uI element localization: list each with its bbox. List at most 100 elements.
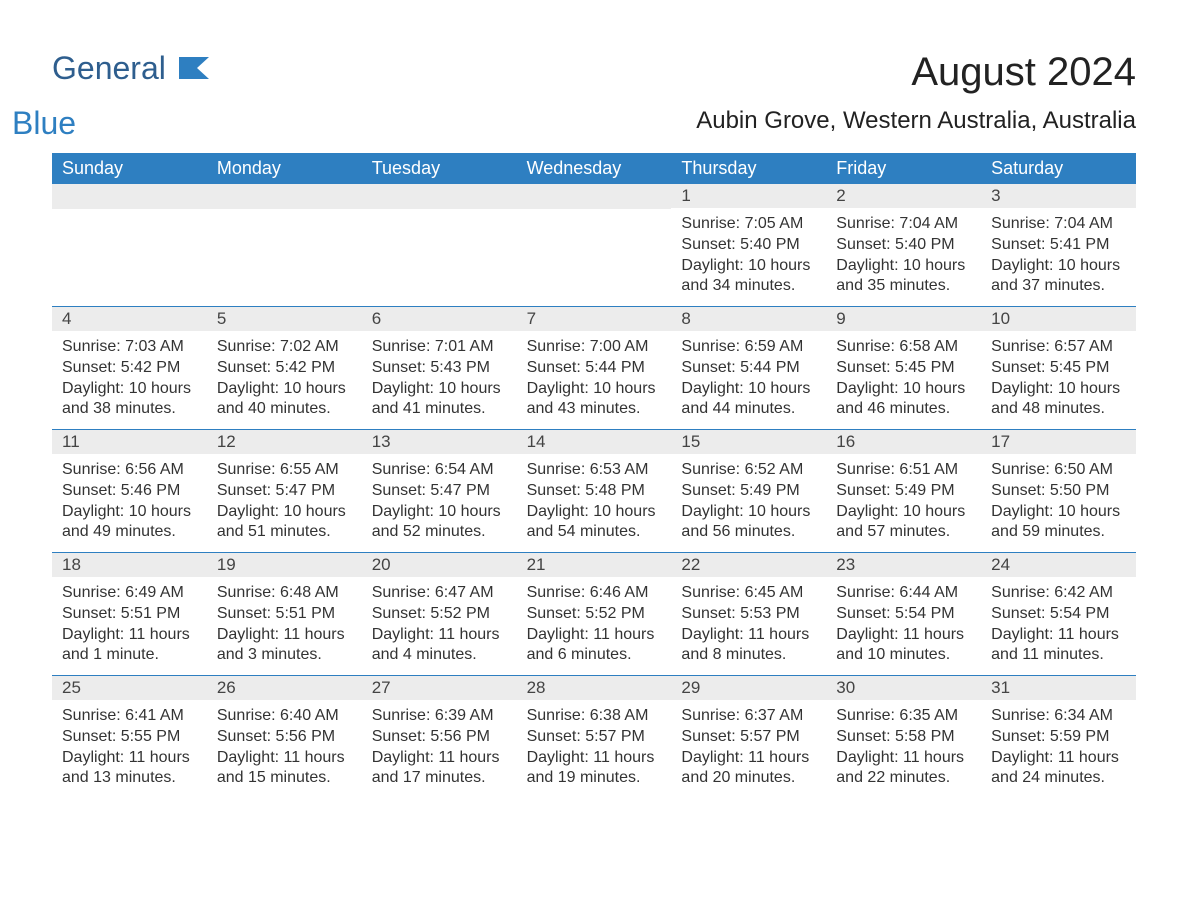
sunset-line: Sunset: 5:45 PM bbox=[836, 358, 971, 379]
daylight-line-2: and 51 minutes. bbox=[217, 522, 352, 543]
day-content: Sunrise: 6:35 AMSunset: 5:58 PMDaylight:… bbox=[826, 700, 981, 795]
sunrise-line: Sunrise: 7:00 AM bbox=[527, 337, 662, 358]
day-content: Sunrise: 7:03 AMSunset: 5:42 PMDaylight:… bbox=[52, 331, 207, 426]
day-number: 24 bbox=[981, 553, 1136, 577]
sunrise-line: Sunrise: 6:41 AM bbox=[62, 706, 197, 727]
daylight-line-2: and 44 minutes. bbox=[681, 399, 816, 420]
day-content: Sunrise: 6:47 AMSunset: 5:52 PMDaylight:… bbox=[362, 577, 517, 672]
day-content: Sunrise: 7:04 AMSunset: 5:40 PMDaylight:… bbox=[826, 208, 981, 303]
sunrise-line: Sunrise: 6:51 AM bbox=[836, 460, 971, 481]
day-cell: 26Sunrise: 6:40 AMSunset: 5:56 PMDayligh… bbox=[207, 676, 362, 798]
day-number: 29 bbox=[671, 676, 826, 700]
sunrise-line: Sunrise: 6:58 AM bbox=[836, 337, 971, 358]
daylight-line-1: Daylight: 10 hours bbox=[217, 502, 352, 523]
day-cell: 13Sunrise: 6:54 AMSunset: 5:47 PMDayligh… bbox=[362, 430, 517, 552]
day-content: Sunrise: 6:51 AMSunset: 5:49 PMDaylight:… bbox=[826, 454, 981, 549]
day-number: 6 bbox=[362, 307, 517, 331]
daylight-line-1: Daylight: 11 hours bbox=[527, 748, 662, 769]
day-cell: 23Sunrise: 6:44 AMSunset: 5:54 PMDayligh… bbox=[826, 553, 981, 675]
daylight-line-1: Daylight: 10 hours bbox=[217, 379, 352, 400]
day-number bbox=[362, 184, 517, 209]
day-cell: 31Sunrise: 6:34 AMSunset: 5:59 PMDayligh… bbox=[981, 676, 1136, 798]
day-number: 18 bbox=[52, 553, 207, 577]
weekday-header-row: SundayMondayTuesdayWednesdayThursdayFrid… bbox=[52, 153, 1136, 184]
daylight-line-1: Daylight: 11 hours bbox=[372, 625, 507, 646]
sunrise-line: Sunrise: 6:39 AM bbox=[372, 706, 507, 727]
daylight-line-1: Daylight: 10 hours bbox=[991, 256, 1126, 277]
sunrise-line: Sunrise: 6:50 AM bbox=[991, 460, 1126, 481]
daylight-line-1: Daylight: 11 hours bbox=[372, 748, 507, 769]
sunset-line: Sunset: 5:44 PM bbox=[681, 358, 816, 379]
day-cell: 2Sunrise: 7:04 AMSunset: 5:40 PMDaylight… bbox=[826, 184, 981, 306]
day-cell: 24Sunrise: 6:42 AMSunset: 5:54 PMDayligh… bbox=[981, 553, 1136, 675]
daylight-line-1: Daylight: 10 hours bbox=[527, 502, 662, 523]
sunrise-line: Sunrise: 6:37 AM bbox=[681, 706, 816, 727]
daylight-line-2: and 59 minutes. bbox=[991, 522, 1126, 543]
daylight-line-2: and 22 minutes. bbox=[836, 768, 971, 789]
sunset-line: Sunset: 5:52 PM bbox=[527, 604, 662, 625]
day-cell: 9Sunrise: 6:58 AMSunset: 5:45 PMDaylight… bbox=[826, 307, 981, 429]
day-content: Sunrise: 6:45 AMSunset: 5:53 PMDaylight:… bbox=[671, 577, 826, 672]
day-content: Sunrise: 6:52 AMSunset: 5:49 PMDaylight:… bbox=[671, 454, 826, 549]
day-cell bbox=[362, 184, 517, 306]
week-row: 18Sunrise: 6:49 AMSunset: 5:51 PMDayligh… bbox=[52, 552, 1136, 675]
month-title: August 2024 bbox=[696, 50, 1136, 95]
day-cell: 6Sunrise: 7:01 AMSunset: 5:43 PMDaylight… bbox=[362, 307, 517, 429]
sunrise-line: Sunrise: 6:38 AM bbox=[527, 706, 662, 727]
sunrise-line: Sunrise: 6:53 AM bbox=[527, 460, 662, 481]
sunset-line: Sunset: 5:56 PM bbox=[372, 727, 507, 748]
sunrise-line: Sunrise: 7:03 AM bbox=[62, 337, 197, 358]
day-content: Sunrise: 6:55 AMSunset: 5:47 PMDaylight:… bbox=[207, 454, 362, 549]
day-number: 22 bbox=[671, 553, 826, 577]
sunset-line: Sunset: 5:41 PM bbox=[991, 235, 1126, 256]
weekday-cell: Monday bbox=[207, 153, 362, 184]
day-number: 21 bbox=[517, 553, 672, 577]
sunset-line: Sunset: 5:45 PM bbox=[991, 358, 1126, 379]
day-number: 15 bbox=[671, 430, 826, 454]
calendar: SundayMondayTuesdayWednesdayThursdayFrid… bbox=[52, 153, 1136, 798]
day-number bbox=[207, 184, 362, 209]
day-number: 23 bbox=[826, 553, 981, 577]
day-number bbox=[52, 184, 207, 209]
weekday-cell: Tuesday bbox=[362, 153, 517, 184]
day-number: 14 bbox=[517, 430, 672, 454]
day-cell: 8Sunrise: 6:59 AMSunset: 5:44 PMDaylight… bbox=[671, 307, 826, 429]
daylight-line-1: Daylight: 10 hours bbox=[372, 502, 507, 523]
sunset-line: Sunset: 5:57 PM bbox=[681, 727, 816, 748]
daylight-line-1: Daylight: 11 hours bbox=[681, 625, 816, 646]
day-content: Sunrise: 7:00 AMSunset: 5:44 PMDaylight:… bbox=[517, 331, 672, 426]
day-number: 25 bbox=[52, 676, 207, 700]
day-content: Sunrise: 7:01 AMSunset: 5:43 PMDaylight:… bbox=[362, 331, 517, 426]
daylight-line-2: and 6 minutes. bbox=[527, 645, 662, 666]
sunrise-line: Sunrise: 6:34 AM bbox=[991, 706, 1126, 727]
daylight-line-2: and 40 minutes. bbox=[217, 399, 352, 420]
weekday-cell: Friday bbox=[826, 153, 981, 184]
daylight-line-1: Daylight: 10 hours bbox=[62, 379, 197, 400]
header: General Blue August 2024 Aubin Grove, We… bbox=[52, 50, 1136, 135]
sunrise-line: Sunrise: 7:05 AM bbox=[681, 214, 816, 235]
daylight-line-1: Daylight: 10 hours bbox=[681, 502, 816, 523]
day-cell: 7Sunrise: 7:00 AMSunset: 5:44 PMDaylight… bbox=[517, 307, 672, 429]
day-content: Sunrise: 6:38 AMSunset: 5:57 PMDaylight:… bbox=[517, 700, 672, 795]
sunset-line: Sunset: 5:57 PM bbox=[527, 727, 662, 748]
sunset-line: Sunset: 5:50 PM bbox=[991, 481, 1126, 502]
sunset-line: Sunset: 5:42 PM bbox=[62, 358, 197, 379]
sunset-line: Sunset: 5:58 PM bbox=[836, 727, 971, 748]
daylight-line-1: Daylight: 11 hours bbox=[62, 625, 197, 646]
sunrise-line: Sunrise: 7:02 AM bbox=[217, 337, 352, 358]
daylight-line-1: Daylight: 11 hours bbox=[527, 625, 662, 646]
sunset-line: Sunset: 5:47 PM bbox=[217, 481, 352, 502]
sunset-line: Sunset: 5:53 PM bbox=[681, 604, 816, 625]
sunset-line: Sunset: 5:48 PM bbox=[527, 481, 662, 502]
day-number: 28 bbox=[517, 676, 672, 700]
sunrise-line: Sunrise: 6:46 AM bbox=[527, 583, 662, 604]
sunrise-line: Sunrise: 6:49 AM bbox=[62, 583, 197, 604]
day-number: 31 bbox=[981, 676, 1136, 700]
sunset-line: Sunset: 5:40 PM bbox=[836, 235, 971, 256]
daylight-line-2: and 19 minutes. bbox=[527, 768, 662, 789]
daylight-line-2: and 46 minutes. bbox=[836, 399, 971, 420]
daylight-line-1: Daylight: 10 hours bbox=[372, 379, 507, 400]
day-content: Sunrise: 6:54 AMSunset: 5:47 PMDaylight:… bbox=[362, 454, 517, 549]
daylight-line-1: Daylight: 10 hours bbox=[991, 502, 1126, 523]
daylight-line-2: and 41 minutes. bbox=[372, 399, 507, 420]
